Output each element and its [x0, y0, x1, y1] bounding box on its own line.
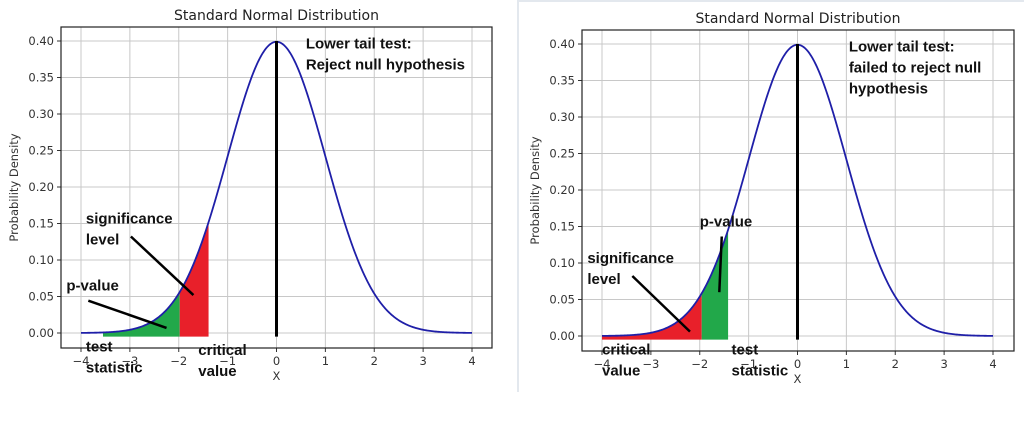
x-tick-label: 4	[468, 354, 475, 368]
y-tick-label: 0.10	[549, 256, 575, 270]
y-tick-label: 0.15	[28, 217, 54, 231]
y-tick-label: 0.30	[28, 107, 54, 121]
annotation-text: level	[587, 271, 620, 288]
annotation-text: Reject null hypothesis	[306, 56, 465, 73]
y-tick-label: 0.40	[549, 37, 575, 51]
y-tick-label: 0.20	[28, 180, 54, 194]
chart-title: Standard Normal Distribution	[174, 8, 379, 24]
annotation-text: critical	[198, 342, 246, 359]
y-tick-label: 0.35	[549, 74, 575, 88]
significance-level-region	[602, 293, 702, 340]
y-tick-label: 0.25	[28, 144, 54, 158]
annotation: significance level	[86, 211, 195, 296]
y-tick-label: 0.40	[28, 34, 54, 48]
annotation: critical value	[602, 341, 650, 379]
annotation-text: Lower tail test:	[306, 35, 412, 52]
annotation-pointer-line	[87, 299, 167, 330]
axes-frame	[60, 26, 493, 349]
x-tick-label: 1	[322, 354, 329, 368]
annotation-pointer-line	[718, 236, 723, 293]
annotation-text: p-value	[66, 278, 119, 295]
x-axis-label: X	[273, 369, 281, 383]
p-value-region	[102, 291, 180, 337]
x-tick-label: −4	[594, 357, 611, 371]
x-tick-label: 2	[892, 357, 899, 371]
y-axis-label: Probability Density	[7, 133, 21, 241]
x-tick-label: 3	[419, 354, 426, 368]
axes-frame	[581, 29, 1015, 352]
y-tick-label: 0.05	[549, 293, 575, 307]
annotation-text: level	[86, 232, 119, 249]
right-normal-distribution-chart: Standard Normal Distribution −4 −3 −2 −1 0 1 2 3…	[528, 11, 1015, 386]
annotation: Lower tail test: Reject null hypothesis	[306, 35, 465, 73]
x-tick-label: −4	[73, 354, 90, 368]
chart-title: Standard Normal Distribution	[696, 11, 901, 27]
left-normal-distribution-chart: Standard Normal Distribution −4 −3 −2 −1 0 1 2 3…	[7, 8, 493, 383]
x-tick-label: −3	[642, 357, 659, 371]
x-tick-label: −2	[691, 357, 708, 371]
annotation-text: critical	[602, 341, 650, 358]
x-tick-label: 4	[989, 357, 996, 371]
annotation-text: statistic	[86, 359, 143, 376]
x-tick-label: 1	[843, 357, 850, 371]
x-tick-label: 2	[371, 354, 378, 368]
annotation-text: significance	[587, 250, 674, 267]
x-tick-label: −3	[121, 354, 138, 368]
annotation-text: p-value	[700, 214, 753, 231]
y-tick-label: 0.35	[28, 71, 54, 85]
annotation-text: failed to reject null	[849, 59, 982, 76]
y-tick-label: 0.05	[28, 290, 54, 304]
annotation-pointer-line	[631, 275, 691, 333]
right-chart-panel: Standard Normal Distribution −4 −3 −2 −1 0 1 2 3…	[517, 0, 1024, 392]
y-tick-label: 0.10	[28, 253, 54, 267]
y-axis-label: Probability Density	[528, 136, 542, 244]
annotation: test statistic	[86, 338, 143, 376]
x-tick-label: −1	[740, 357, 757, 371]
x-tick-label: 0	[273, 354, 280, 368]
annotation-text: value	[602, 362, 640, 379]
y-tick-label: 0.00	[549, 329, 575, 343]
annotation-text: value	[198, 363, 236, 380]
x-tick-label: −1	[219, 354, 236, 368]
y-tick-label: 0.30	[549, 110, 575, 124]
annotation-text: hypothesis	[849, 80, 928, 97]
left-chart-panel: Standard Normal Distribution −4 −3 −2 −1 0 1 2 3…	[0, 0, 512, 434]
annotation: critical value	[198, 342, 246, 380]
plot-area	[61, 27, 492, 348]
annotation: significance level	[587, 250, 691, 333]
x-tick-label: 3	[940, 357, 947, 371]
annotation: test statistic	[732, 341, 789, 379]
annotation-text: test	[86, 338, 113, 355]
y-tick-label: 0.15	[549, 220, 575, 234]
annotation-text: test	[732, 341, 759, 358]
annotation-text: Lower tail test:	[849, 38, 955, 55]
plot-area	[582, 30, 1014, 351]
x-tick-label: −2	[170, 354, 187, 368]
annotation: p-value	[700, 214, 753, 293]
annotation: p-value	[66, 278, 167, 330]
annotation: Lower tail test: failed to reject null hyp…	[849, 38, 982, 97]
y-tick-label: 0.20	[549, 183, 575, 197]
significance-level-region	[179, 222, 209, 337]
y-tick-label: 0.00	[28, 326, 54, 340]
annotation-pointer-line	[130, 235, 195, 296]
annotation-text: statistic	[732, 362, 789, 379]
x-tick-label: 0	[794, 357, 801, 371]
annotation-text: significance	[86, 211, 173, 228]
x-axis-label: X	[794, 372, 802, 386]
y-tick-label: 0.25	[549, 147, 575, 161]
